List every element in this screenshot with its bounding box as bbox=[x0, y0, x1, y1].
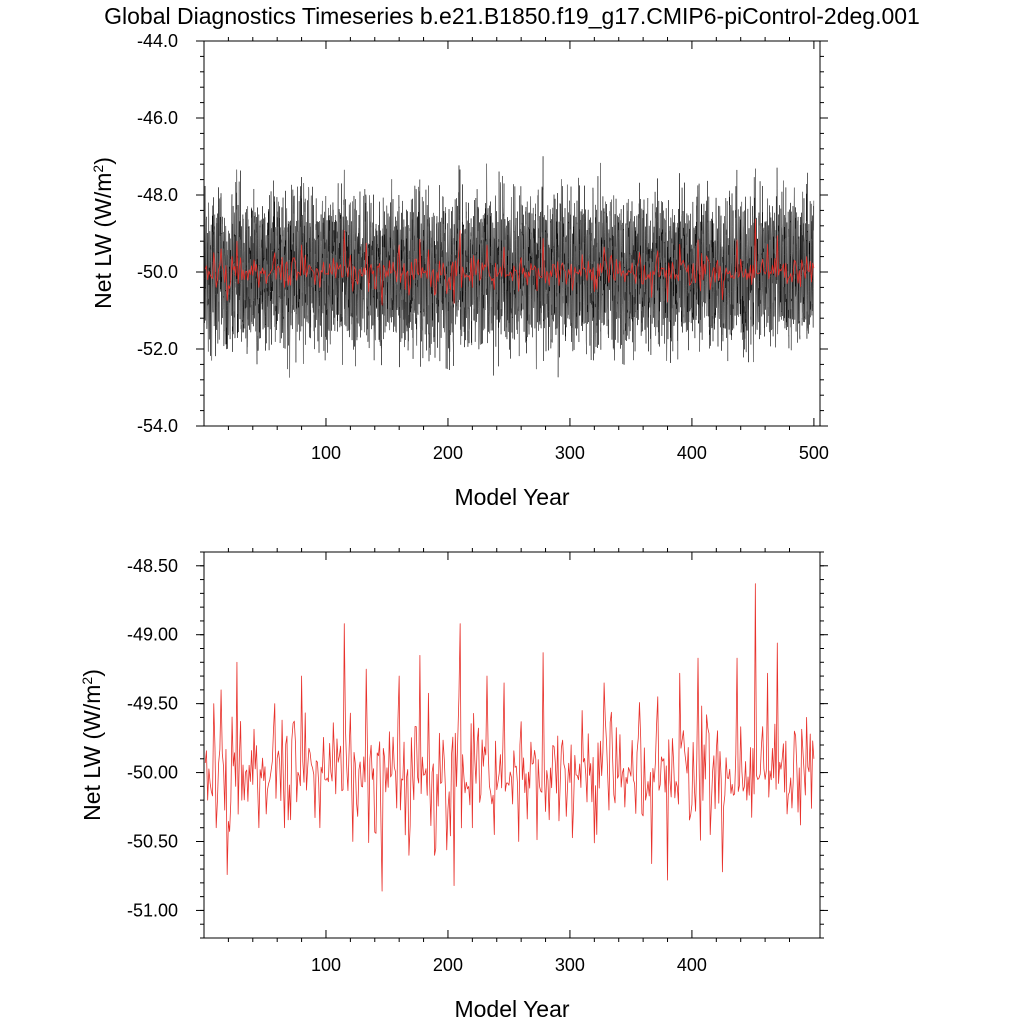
top-plot-frame bbox=[203, 40, 821, 427]
top-tick-labels: 100 200 300 400 500 -54.0 -52.0 -50.0 -48.0 -46.0… bbox=[137, 31, 829, 463]
bottom-plot-frame bbox=[203, 551, 821, 939]
annual-series-line bbox=[204, 583, 815, 892]
y-tick-label: -50.50 bbox=[127, 832, 178, 852]
y-tick-label: -49.50 bbox=[127, 694, 178, 714]
bottom-y-axis-title: Net LW (W/m2) bbox=[79, 669, 105, 821]
top-x-axis-title: Model Year bbox=[454, 484, 569, 510]
bottom-annual-series bbox=[204, 583, 815, 892]
bottom-panel: 100 200 300 400 -51.00 -50.50 -50.00 -49.50 -49.… bbox=[79, 548, 828, 1022]
top-y-axis-title: Net LW (W/m2) bbox=[90, 157, 116, 309]
x-tick-label: 200 bbox=[433, 955, 463, 975]
x-tick-label: 100 bbox=[311, 443, 341, 463]
y-tick-label: -48.0 bbox=[137, 185, 178, 205]
x-tick-label: 300 bbox=[555, 443, 585, 463]
top-ticks bbox=[196, 37, 828, 430]
bottom-x-axis-title: Model Year bbox=[454, 996, 569, 1022]
y-tick-label: -44.0 bbox=[137, 31, 178, 51]
top-annual-series bbox=[204, 218, 815, 306]
y-tick-label: -54.0 bbox=[137, 416, 178, 436]
y-tick-label: -52.0 bbox=[137, 339, 178, 359]
bottom-tick-labels: 100 200 300 400 -51.00 -50.50 -50.00 -49.50 -49.… bbox=[127, 556, 707, 975]
y-tick-label: -50.0 bbox=[137, 262, 178, 282]
y-tick-label: -51.00 bbox=[127, 900, 178, 920]
y-tick-label: -48.50 bbox=[127, 556, 178, 576]
x-tick-label: 400 bbox=[677, 955, 707, 975]
x-tick-label: 400 bbox=[677, 443, 707, 463]
x-tick-label: 100 bbox=[311, 955, 341, 975]
bottom-ticks bbox=[196, 548, 828, 942]
y-tick-label: -46.0 bbox=[137, 108, 178, 128]
x-tick-label: 200 bbox=[433, 443, 463, 463]
page-title: Global Diagnostics Timeseries b.e21.B185… bbox=[104, 3, 920, 29]
y-tick-label: -50.00 bbox=[127, 763, 178, 783]
annual-series-line bbox=[204, 218, 815, 306]
top-panel: 100 200 300 400 500 -54.0 -52.0 -50.0 -48.0 -46.0… bbox=[90, 31, 829, 510]
x-tick-label: 300 bbox=[555, 955, 585, 975]
x-tick-label: 500 bbox=[799, 443, 829, 463]
y-tick-label: -49.00 bbox=[127, 625, 178, 645]
